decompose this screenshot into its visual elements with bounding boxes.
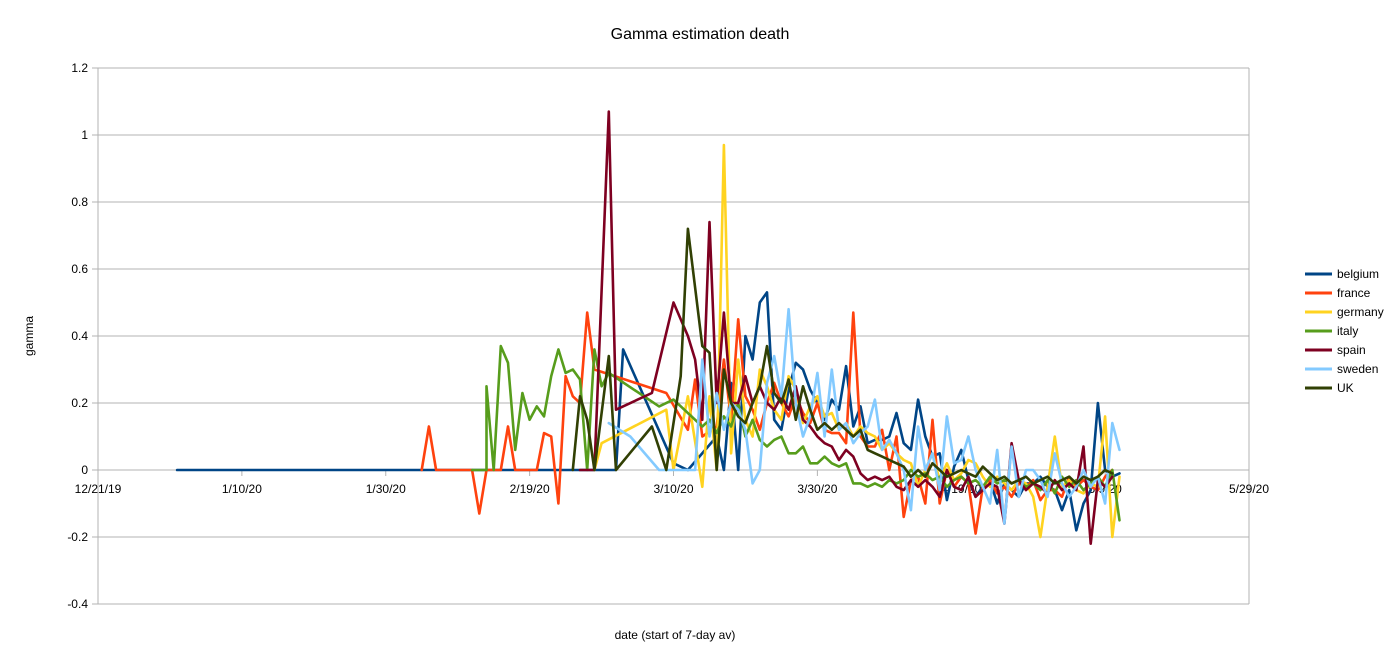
y-tick-label: 0.8 [71,195,88,209]
axes: -0.4 -0.2 0 0.2 0.4 0.6 0.8 1 1.2 12/21/19 1/10/20… [67,61,1269,611]
series-lines [175,110,1121,546]
series-line-sweden [607,307,1121,525]
x-tick-label: 5/29/20 [1229,482,1269,496]
y-tick-label: 0.4 [71,329,88,343]
y-tick-label: 1 [81,128,88,142]
x-tick-label: 2/19/20 [510,482,550,496]
y-tick-label: -0.4 [67,597,88,611]
series-line-uk [571,227,1114,485]
y-tick-label: 0 [81,463,88,477]
series-line-italy [470,344,1121,522]
x-tick-label: 3/30/20 [797,482,837,496]
legend-label: UK [1337,381,1354,395]
x-tick-label: 3/10/20 [653,482,693,496]
series-line-belgium [175,291,1121,532]
x-tick-label: 1/30/20 [366,482,406,496]
x-tick-label: 1/10/20 [222,482,262,496]
legend-label: belgium [1337,267,1379,281]
series-line-spain [578,110,1114,546]
legend-label: spain [1337,343,1366,357]
legend-label: germany [1337,305,1384,319]
y-tick-label: -0.2 [67,530,88,544]
legend: belgium france germany italy spain sweden UK [1305,267,1384,395]
y-axis-title: gamma [22,316,36,356]
legend-label: italy [1337,324,1358,338]
y-tick-label: 1.2 [71,61,88,75]
y-tick-label: 0.2 [71,396,88,410]
legend-label: sweden [1337,362,1378,376]
chart-title: Gamma estimation death [611,26,790,43]
legend-label: france [1337,286,1371,300]
x-tick-label: 12/21/19 [75,482,122,496]
y-tick-label: 0.6 [71,262,88,276]
x-axis-title: date (start of 7-day av) [615,628,736,642]
